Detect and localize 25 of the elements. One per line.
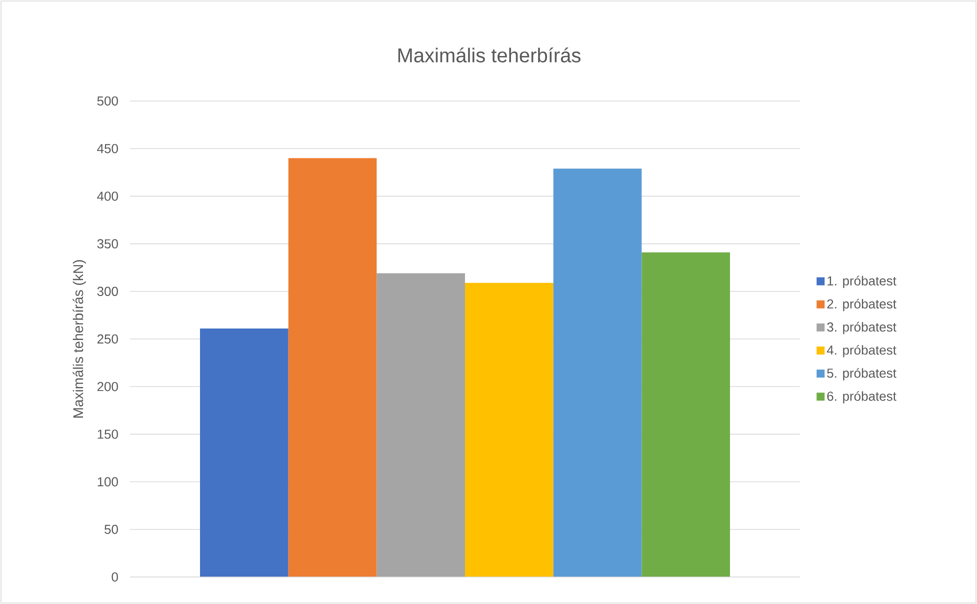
y-axis-title: Maximális teherbírás (kN) xyxy=(72,260,86,418)
legend-label: 3. próbatest xyxy=(827,322,896,334)
bar xyxy=(200,328,288,577)
y-tick-label: 250 xyxy=(97,334,118,344)
bar xyxy=(288,158,377,577)
chart-title: Maximális teherbírás xyxy=(398,48,580,62)
y-tick-label: 300 xyxy=(97,286,118,296)
legend-label: 1. próbatest xyxy=(828,276,896,288)
legend-label: 2. próbatest xyxy=(827,298,896,312)
bar xyxy=(642,252,730,577)
legend-label: 6. próbatest xyxy=(827,391,896,404)
y-tick-label: 350 xyxy=(97,239,118,248)
bar xyxy=(376,273,466,577)
y-tick-label: 500 xyxy=(97,96,118,106)
y-tick-label: 100 xyxy=(98,477,118,486)
y-tick-label: 50 xyxy=(104,524,118,534)
bar xyxy=(553,168,642,577)
legend-label: 5. próbatest xyxy=(827,368,896,380)
legend-label: 4. próbatest xyxy=(826,344,896,358)
bar xyxy=(465,282,554,577)
y-tick-label: 150 xyxy=(98,430,118,439)
y-tick-label: 200 xyxy=(97,382,118,392)
y-tick-label: 400 xyxy=(97,192,118,201)
y-tick-label: 450 xyxy=(97,144,118,154)
y-tick-label: 0 xyxy=(112,572,118,582)
